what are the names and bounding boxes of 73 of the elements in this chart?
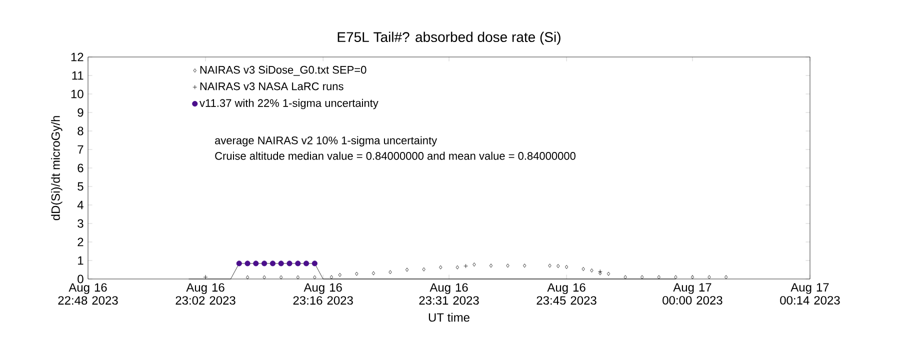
point (286, 260, 292, 266)
point (422, 267, 426, 272)
y-tick-label: 9 (78, 108, 84, 117)
x-tick-label: Aug 16 23:02 2023 (176, 283, 236, 305)
y-tick-label: 4 (77, 200, 84, 210)
legend-label: NAIRAS v3 SiDose_G0.txt SEP=0 (200, 66, 366, 76)
y-tick-label: 3 (78, 219, 84, 228)
point (253, 260, 259, 266)
point (582, 266, 585, 271)
x-axis-title: UT time (428, 312, 470, 322)
point (506, 264, 510, 268)
y-tick-label: 10 (71, 90, 84, 98)
point (464, 264, 468, 268)
point (606, 272, 610, 276)
point (313, 275, 316, 280)
y-tick-label: 0 (78, 274, 84, 284)
y-tick-label: 5 (78, 182, 84, 191)
point (564, 264, 568, 269)
x-tick-label: Aug 16 23:16 2023 (293, 283, 353, 305)
point (278, 260, 284, 266)
point (489, 264, 493, 268)
y-tick-label: 12 (71, 52, 84, 62)
point (388, 270, 392, 274)
point (556, 264, 560, 268)
point (236, 260, 242, 266)
y-tick-label: 1 (78, 256, 84, 265)
point (439, 265, 442, 270)
point (690, 275, 694, 280)
point (262, 260, 268, 266)
point (280, 275, 283, 280)
x-tick-label: Aug 17 00:00 2023 (662, 283, 722, 305)
point (262, 275, 266, 280)
point (244, 260, 250, 266)
point (372, 271, 376, 276)
point (330, 275, 334, 280)
point (523, 264, 526, 268)
point (624, 275, 627, 280)
point (456, 265, 459, 270)
point (590, 268, 594, 272)
point (355, 272, 358, 276)
annotation: Cruise altitude median value = 0.84000000 and mean value = 0.84000000 (215, 152, 576, 160)
legend-label: v11.37 with 22% 1-sigma uncertainty (200, 98, 378, 110)
point (296, 275, 300, 280)
point (295, 260, 301, 266)
point (472, 262, 476, 267)
legend-label: NAIRAS v3 NASA LaRC runs (200, 82, 344, 90)
point (246, 275, 250, 280)
point (303, 260, 310, 266)
point (674, 275, 678, 280)
y-tick-label: 6 (78, 164, 84, 172)
x-tick-label: Aug 16 23:45 2023 (536, 283, 596, 305)
y-axis-title: dD(Si)/dt microGy/h (51, 116, 62, 220)
x-tick-label: Aug 16 22:48 2023 (58, 283, 118, 305)
point (338, 272, 342, 277)
y-tick-label: 8 (78, 126, 84, 136)
point (312, 260, 318, 266)
point (640, 275, 644, 280)
point (203, 274, 208, 280)
y-tick-label: 2 (78, 238, 84, 246)
x-tick-label: Aug 16 23:31 2023 (419, 283, 479, 305)
point (598, 269, 602, 274)
point (405, 268, 409, 272)
point (724, 275, 728, 280)
y-tick-label: 11 (72, 71, 84, 80)
annotation: average NAIRAS v2 10% 1-sigma uncertainty (215, 136, 438, 146)
point (548, 264, 552, 268)
point (708, 275, 711, 280)
point (270, 260, 276, 266)
point (598, 271, 602, 276)
point (657, 275, 660, 280)
x-tick-label: Aug 17 00:14 2023 (780, 283, 840, 305)
chart-title: E75L Tail#? absorbed dose rate (Si) (338, 32, 560, 45)
y-tick-label: 7 (78, 145, 84, 154)
